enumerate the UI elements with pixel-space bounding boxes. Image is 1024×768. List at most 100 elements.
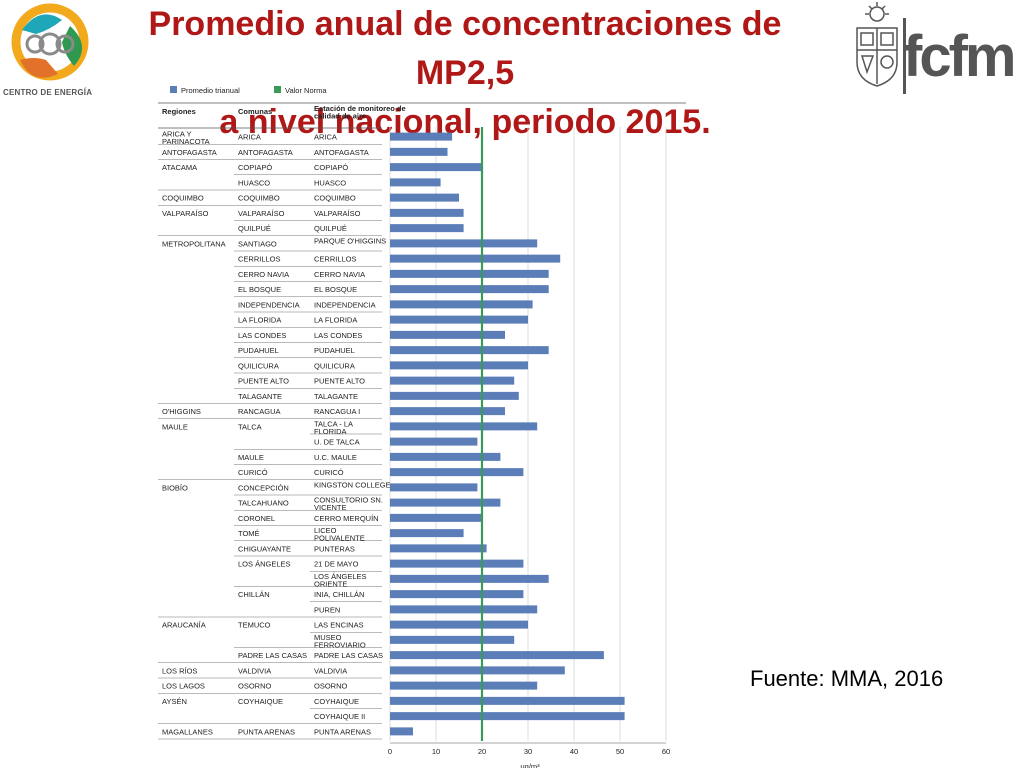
- bar: [390, 422, 538, 431]
- centro-energia-logo: [11, 3, 89, 81]
- comuna-label: PUNTA ARENAS: [238, 727, 295, 736]
- bar: [390, 635, 515, 644]
- bar: [390, 468, 524, 477]
- station-label: COYHAIQUE: [314, 697, 359, 706]
- comuna-label: LA FLORIDA: [238, 316, 281, 325]
- bar: [390, 696, 625, 705]
- comuna-label: CORONEL: [238, 514, 275, 523]
- station-label: LAS CONDES: [314, 331, 362, 340]
- comuna-label: ARICA: [238, 133, 261, 142]
- x-tick-label: 50: [616, 747, 624, 756]
- station-label: LA FLORIDA: [314, 316, 357, 325]
- station-label: QUILPUÉ: [314, 224, 347, 233]
- mp25-bar-chart: Promedio trianual Valor Norma Regiones Comu…: [158, 86, 686, 768]
- comuna-label: CURICÓ: [238, 468, 268, 477]
- station-label: CURICÓ: [314, 468, 344, 477]
- bar: [390, 437, 478, 446]
- bar: [390, 178, 441, 187]
- region-label: ATACAMA: [162, 163, 197, 172]
- bar: [390, 300, 533, 309]
- station-label: COQUIMBO: [314, 194, 356, 203]
- bar: [390, 346, 549, 355]
- station-label: PUREN: [314, 605, 340, 614]
- comuna-label: CERRO NAVIA: [238, 270, 289, 279]
- legend-swatch-0: [170, 86, 177, 93]
- comuna-label: PADRE LAS CASAS: [238, 651, 307, 660]
- station-label: RANCAGUA I: [314, 407, 360, 416]
- station-label: PADRE LAS CASAS: [314, 651, 383, 660]
- bar: [390, 147, 448, 156]
- bar: [390, 544, 487, 553]
- bar: [390, 574, 549, 583]
- station-label: VALPARAÍSO: [314, 209, 361, 218]
- comuna-label: COQUIMBO: [238, 194, 280, 203]
- bar: [390, 407, 505, 416]
- station-label: TALAGANTE: [314, 392, 358, 401]
- col-header-regiones: Regiones: [162, 107, 196, 116]
- bar: [390, 666, 565, 675]
- x-tick-label: 30: [524, 747, 532, 756]
- comuna-label: LOS ÁNGELES: [238, 560, 291, 569]
- bar: [390, 132, 453, 141]
- university-shield-logo: [856, 2, 906, 94]
- comuna-label: MAULE: [238, 453, 264, 462]
- bar: [390, 513, 482, 522]
- station-label: CONSULTORIO SN. VICENTE: [314, 496, 383, 513]
- bar: [390, 483, 478, 492]
- region-label: METROPOLITANA: [162, 239, 226, 248]
- bar: [390, 361, 528, 370]
- comuna-label: SANTIAGO: [238, 239, 277, 248]
- region-label: COQUIMBO: [162, 194, 204, 203]
- legend-label-1: Valor Norma: [285, 86, 327, 95]
- col-header-comunas: Comunas: [238, 107, 272, 116]
- comuna-label: PUDAHUEL: [238, 346, 279, 355]
- comuna-label: OSORNO: [238, 682, 272, 691]
- station-label: HUASCO: [314, 178, 346, 187]
- bar: [390, 254, 561, 263]
- comuna-label: QUILICURA: [238, 361, 279, 370]
- station-label: U.C. MAULE: [314, 453, 357, 462]
- comuna-label: HUASCO: [238, 178, 270, 187]
- bar: [390, 285, 549, 294]
- bar: [390, 529, 464, 538]
- legend-label-0: Promedio trianual: [181, 86, 240, 95]
- station-label: PARQUE O'HIGGINS: [314, 236, 386, 245]
- station-label: EL BOSQUE: [314, 285, 357, 294]
- region-label: ARAUCANÍA: [162, 621, 206, 630]
- bar: [390, 330, 505, 339]
- source-note: Fuente: MMA, 2016: [750, 666, 944, 691]
- station-label: MUSEO FERROVIARIO: [314, 633, 366, 650]
- bar: [390, 239, 538, 248]
- bar: [390, 498, 501, 507]
- x-tick-label: 20: [478, 747, 486, 756]
- comuna-label: TALCA: [238, 422, 262, 431]
- comuna-label: ANTOFAGASTA: [238, 148, 293, 157]
- comuna-label: INDEPENDENCIA: [238, 300, 300, 309]
- station-label: LICEO POLIVALENTE: [314, 526, 365, 543]
- comuna-label: TEMUCO: [238, 621, 271, 630]
- comuna-label: CERRILLOS: [238, 255, 281, 264]
- bar: [390, 376, 515, 385]
- bar: [390, 620, 528, 629]
- region-label: BIOBÍO: [162, 483, 188, 492]
- station-label: VALDIVIA: [314, 666, 347, 675]
- title-line-2: a nivel nacional, periodo 2015.: [219, 103, 711, 141]
- fcfm-logo-text: fcfm: [903, 24, 1016, 89]
- x-tick-label: 60: [662, 747, 670, 756]
- x-axis-unit: μg/m³: [520, 762, 540, 768]
- bar: [390, 208, 464, 217]
- region-label: O'HIGGINS: [162, 407, 201, 416]
- region-label: VALPARAÍSO: [162, 209, 209, 218]
- station-label: ANTOFAGASTA: [314, 148, 369, 157]
- x-tick-label: 0: [388, 747, 392, 756]
- comuna-label: RANCAGUA: [238, 407, 281, 416]
- bar: [390, 269, 549, 278]
- bar: [390, 727, 413, 736]
- station-label: U. DE TALCA: [314, 438, 360, 447]
- station-label: PUDAHUEL: [314, 346, 355, 355]
- comuna-label: COPIAPÓ: [238, 163, 272, 172]
- region-label: LOS LAGOS: [162, 682, 205, 691]
- station-label: INIA, CHILLÁN: [314, 590, 364, 599]
- comuna-label: TOMÉ: [238, 529, 260, 538]
- x-tick-label: 10: [432, 747, 440, 756]
